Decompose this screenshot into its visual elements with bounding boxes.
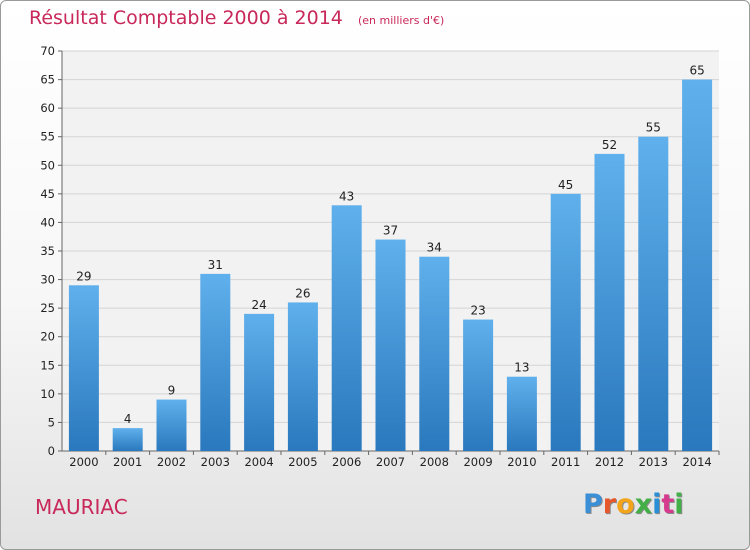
bar-value-label: 65 [689,64,704,78]
bar-value-label: 24 [251,298,266,312]
x-tick-label: 2008 [420,455,449,469]
logo-letter: t [661,489,675,520]
bar [287,302,318,451]
bar-value-label: 55 [646,121,661,135]
y-tick-label: 10 [40,387,55,401]
bar-value-label: 13 [514,361,529,375]
logo-letter: o [616,489,635,520]
x-tick-label: 2014 [682,455,711,469]
logo-letter: r [602,489,617,520]
y-tick-label: 25 [40,301,55,315]
bar [68,285,99,451]
bar-value-label: 43 [339,189,354,203]
bar [331,205,362,451]
bar-value-label: 9 [168,384,176,398]
x-tick-label: 2010 [507,455,536,469]
y-tick-label: 65 [40,73,55,87]
y-tick-label: 45 [40,187,55,201]
y-tick-label: 5 [48,415,55,429]
bar [375,239,406,451]
chart-title-unit: (en milliers d'€) [357,14,445,27]
x-tick-label: 2006 [332,455,361,469]
x-tick-label: 2007 [376,455,405,469]
y-tick-label: 40 [40,215,55,229]
location-name: MAURIAC [35,495,128,519]
logo-letter: x [634,489,653,520]
bar [550,193,581,451]
x-tick-label: 2012 [595,455,624,469]
bar [506,376,537,451]
bar [200,273,231,451]
y-tick-label: 20 [40,330,55,344]
logo-letter: i [652,489,662,520]
bar-value-label: 26 [295,286,310,300]
bar-value-label: 4 [124,412,132,426]
chart-title: Résultat Comptable 2000 à 2014 (en milli… [29,7,444,29]
bar [463,319,494,451]
bar-value-label: 52 [602,138,617,152]
bar-value-label: 31 [208,258,223,272]
bar-value-label: 37 [383,224,398,238]
y-tick-label: 0 [48,444,55,458]
y-tick-label: 35 [40,244,55,258]
chart-title-main: Résultat Comptable 2000 à 2014 [29,7,343,29]
x-tick-label: 2013 [639,455,668,469]
bar [594,153,625,451]
y-tick-label: 50 [40,158,55,172]
bar [638,136,669,451]
bar [682,79,713,452]
bar-value-label: 34 [427,241,442,255]
bar-value-label: 23 [470,304,485,318]
x-tick-label: 2000 [69,455,98,469]
y-tick-label: 15 [40,358,55,372]
logo-letter: P [583,489,603,520]
bar-value-label: 29 [76,269,91,283]
y-tick-label: 60 [40,101,55,115]
proxiti-logo: Proxiti [583,489,684,520]
y-tick-label: 30 [40,273,55,287]
x-tick-label: 2005 [288,455,317,469]
x-tick-label: 2003 [201,455,230,469]
y-tick-label: 70 [40,44,55,58]
bar [244,313,275,451]
logo-letter: i [674,489,684,520]
bar [156,399,187,451]
bar-value-label: 45 [558,178,573,192]
bar [419,256,450,451]
x-tick-label: 2004 [244,455,273,469]
x-tick-label: 2002 [157,455,186,469]
x-tick-label: 2009 [463,455,492,469]
y-tick-label: 55 [40,130,55,144]
x-tick-label: 2001 [113,455,142,469]
x-tick-label: 2011 [551,455,580,469]
bar [112,428,143,451]
